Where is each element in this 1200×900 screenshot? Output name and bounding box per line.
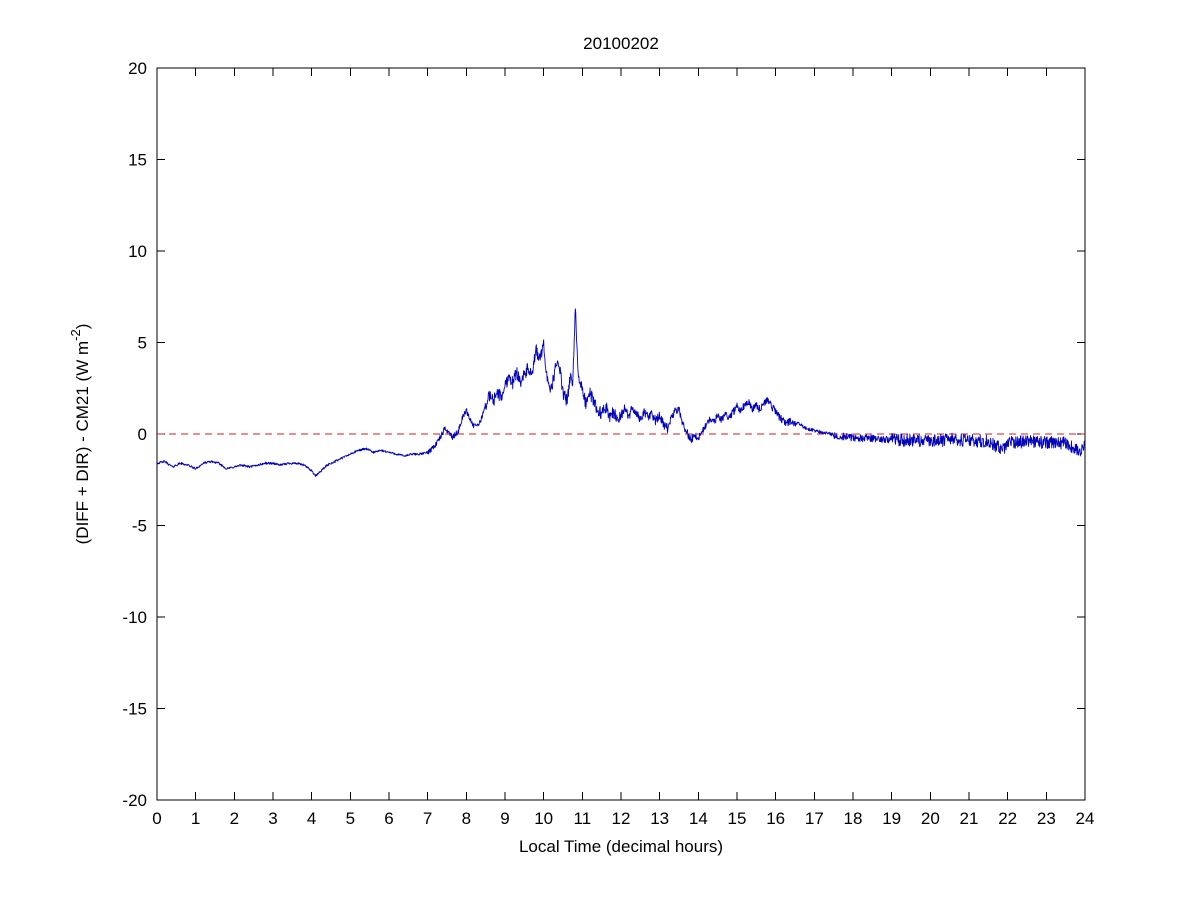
x-tick-label: 17 — [805, 809, 824, 828]
x-tick-label: 14 — [689, 809, 708, 828]
y-tick-label: -5 — [132, 517, 147, 536]
x-tick-label: 8 — [462, 809, 471, 828]
y-axis-label-main: (DIFF + DIR) - CM21 (W m — [73, 341, 92, 545]
x-axis-label: Local Time (decimal hours) — [519, 837, 723, 856]
y-tick-label: 0 — [138, 425, 147, 444]
y-tick-label: 10 — [128, 242, 147, 261]
x-tick-label: 11 — [574, 809, 592, 828]
plot-title: 20100202 — [583, 34, 659, 53]
y-tick-label: 15 — [128, 151, 147, 170]
x-tick-label: 21 — [960, 809, 979, 828]
x-tick-label: 23 — [1037, 809, 1056, 828]
x-tick-label: 15 — [728, 809, 747, 828]
y-tick-label: -10 — [122, 608, 147, 627]
x-tick-label: 6 — [384, 809, 393, 828]
x-tick-label: 18 — [844, 809, 863, 828]
x-tick-label: 3 — [268, 809, 277, 828]
x-tick-label: 16 — [766, 809, 785, 828]
y-axis-label-close: ) — [73, 324, 92, 330]
x-tick-label: 19 — [882, 809, 901, 828]
y-axis-label-superscript: -2 — [68, 329, 83, 341]
x-tick-label: 5 — [346, 809, 355, 828]
y-tick-label: -15 — [122, 700, 147, 719]
x-tick-label: 22 — [998, 809, 1017, 828]
x-tick-label: 4 — [307, 809, 316, 828]
y-tick-labels: -20 -15 -10 -5 0 5 10 15 20 — [122, 59, 147, 810]
y-axis-label: (DIFF + DIR) - CM21 (W m-2) — [68, 324, 92, 545]
x-tick-label: 0 — [152, 809, 161, 828]
x-tick-label: 24 — [1076, 809, 1095, 828]
x-tick-label: 20 — [921, 809, 940, 828]
y-tick-label: 20 — [128, 59, 147, 78]
x-tick-label: 1 — [191, 809, 200, 828]
x-tick-label: 13 — [650, 809, 669, 828]
series-line — [156, 308, 1086, 477]
x-tick-label: 7 — [423, 809, 432, 828]
y-tick-label: -20 — [122, 791, 147, 810]
y-tick-label: 5 — [138, 334, 147, 353]
x-tick-label: 2 — [230, 809, 239, 828]
x-tick-label: 10 — [534, 809, 553, 828]
x-tick-label: 9 — [500, 809, 509, 828]
data-series — [156, 308, 1086, 477]
x-tick-labels: 0 1 2 3 4 5 6 7 8 9 10 11 12 13 14 15 16 17 18 19 20 21 22 23 24 — [152, 809, 1094, 828]
x-tick-label: 12 — [612, 809, 631, 828]
